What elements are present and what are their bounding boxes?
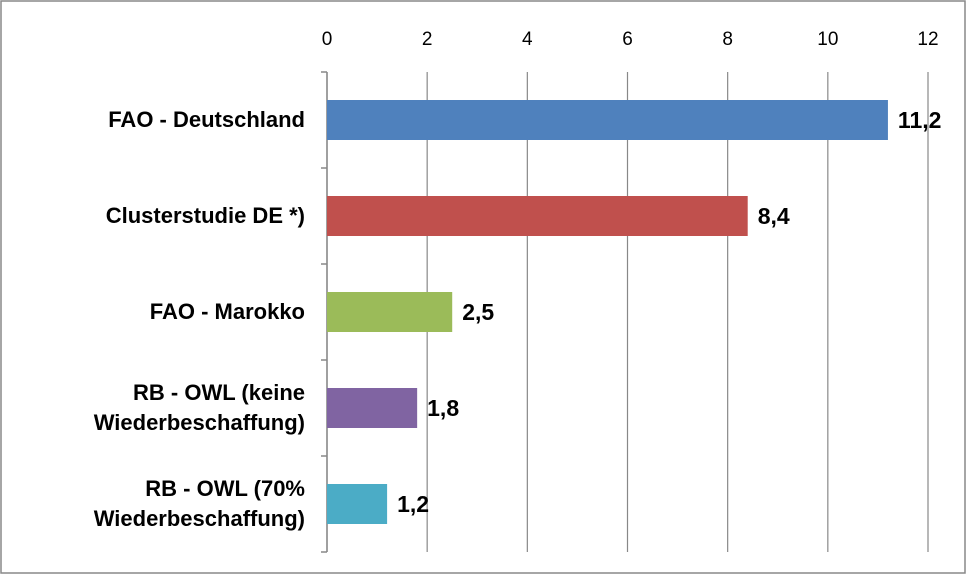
- x-tick-label: 4: [522, 29, 533, 50]
- x-tick-label: 0: [322, 29, 333, 50]
- y-tick-label: RB - OWL (keine Wiederbeschaffung): [93, 380, 305, 435]
- data-label: 8,4: [758, 203, 790, 229]
- x-tick-label: 8: [722, 29, 733, 50]
- bar: [327, 292, 453, 332]
- bar: [327, 484, 388, 524]
- y-tick-label: FAO - Deutschland: [108, 107, 305, 132]
- y-tick-label: Clusterstudie DE *): [105, 203, 305, 228]
- x-tick-label: 2: [422, 29, 433, 50]
- data-label: 1,8: [427, 395, 459, 421]
- bar: [327, 100, 888, 140]
- bar: [327, 196, 748, 236]
- data-label: 2,5: [462, 299, 494, 325]
- data-label: 1,2: [397, 491, 429, 517]
- y-tick-label: FAO - Marokko: [149, 299, 305, 324]
- data-label: 11,2: [898, 107, 942, 133]
- x-tick-label: 10: [817, 29, 838, 50]
- x-tick-label: 6: [622, 29, 633, 50]
- y-tick-label: RB - OWL (70% Wiederbeschaffung): [93, 476, 305, 531]
- x-tick-label: 12: [917, 29, 938, 50]
- bar: [327, 388, 418, 428]
